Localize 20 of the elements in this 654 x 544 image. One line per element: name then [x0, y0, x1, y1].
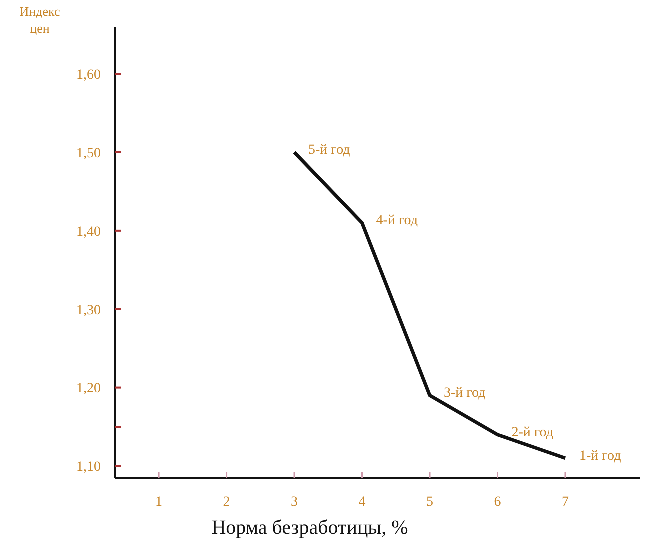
x-tick-label: 1	[156, 495, 163, 510]
x-tick-label: 2	[223, 495, 230, 510]
y-tick-label: 1,60	[76, 68, 101, 83]
annotation: 2-й год	[512, 425, 554, 440]
y-axis-title: Индекс цен	[20, 4, 60, 36]
x-tick-label: 6	[494, 495, 502, 510]
x-tick-label: 5	[426, 495, 434, 510]
x-tick-label: 7	[562, 495, 569, 510]
annotation: 5-й год	[308, 142, 350, 158]
y-tick-label: 1,50	[76, 146, 101, 162]
annotation: 1-й год	[579, 448, 622, 464]
annotation: 3-й год	[444, 386, 486, 402]
x-tick-label: 3	[291, 495, 298, 510]
annotation: 4-й год	[376, 213, 418, 228]
y-tick-label: 1,30	[76, 303, 101, 318]
y-tick-label: 1,40	[76, 224, 101, 240]
y-tick-label: 1,10	[76, 460, 101, 476]
x-tick-label: 4	[358, 495, 366, 510]
x-axis-title: Норма безработицы, %	[212, 517, 408, 539]
y-tick-label: 1,20	[76, 382, 101, 397]
